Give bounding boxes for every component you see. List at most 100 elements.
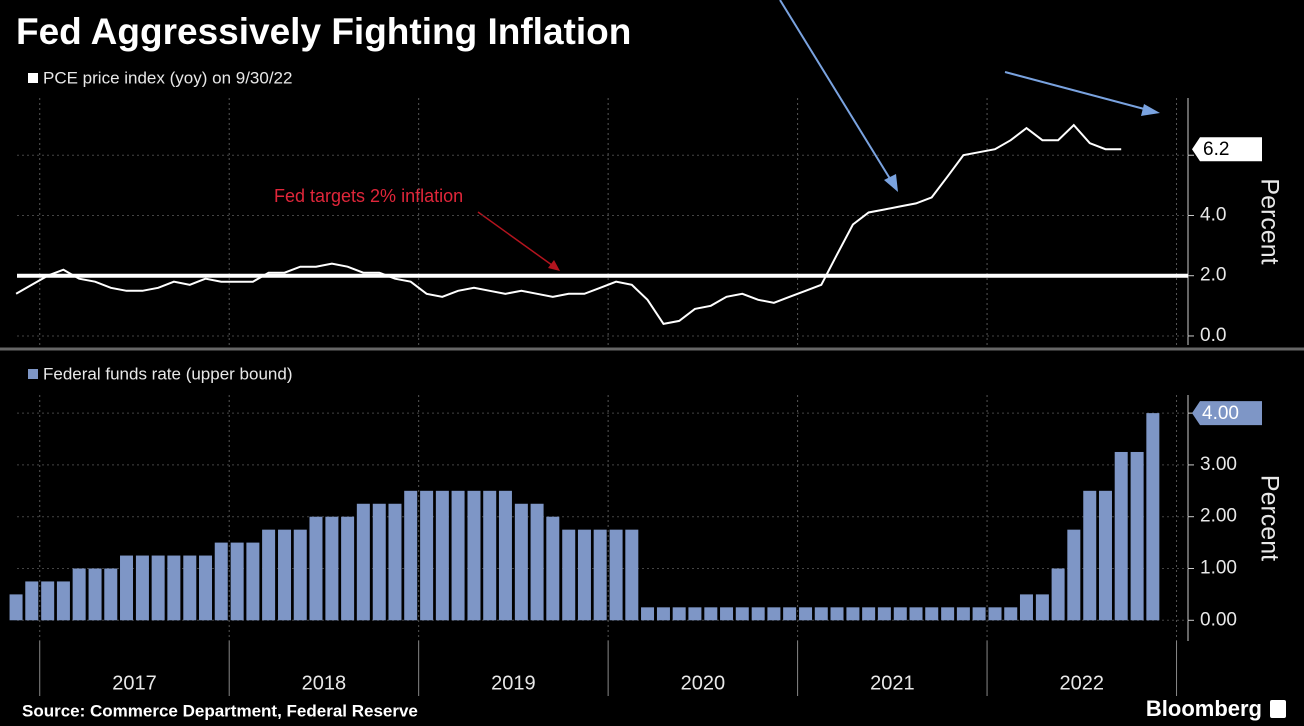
callout-arrowhead xyxy=(884,174,898,192)
y-tick-label: 3.00 xyxy=(1200,454,1237,475)
bar xyxy=(720,607,734,621)
bar xyxy=(625,529,639,621)
bar xyxy=(104,568,118,621)
bar xyxy=(846,607,860,621)
bar xyxy=(183,555,197,621)
bar xyxy=(1114,451,1128,621)
bar xyxy=(88,568,102,621)
bar xyxy=(672,607,686,621)
bar xyxy=(467,490,481,621)
bar xyxy=(704,607,718,621)
bar xyxy=(246,542,260,621)
bar xyxy=(609,529,623,621)
bar xyxy=(199,555,213,621)
line xyxy=(15,123,1122,326)
bar xyxy=(151,555,165,621)
bar xyxy=(1035,594,1049,621)
bar xyxy=(9,594,23,621)
brand-icon xyxy=(1270,700,1286,718)
bar xyxy=(799,607,813,621)
value-label-box xyxy=(1192,137,1262,162)
brand: Bloomberg xyxy=(1146,696,1262,721)
legend-label: PCE price index (yoy) on 9/30/22 xyxy=(43,68,292,87)
bar xyxy=(435,490,449,621)
bar xyxy=(562,529,576,621)
annotation: Fed targets 2% inflation xyxy=(274,186,463,206)
bar xyxy=(546,516,560,621)
bar xyxy=(909,607,923,621)
bar xyxy=(530,503,544,621)
annotation-arrow xyxy=(477,211,557,269)
bar xyxy=(988,607,1002,621)
callout-arrowhead xyxy=(1141,104,1160,116)
bar xyxy=(309,516,323,621)
bar xyxy=(56,581,70,621)
bar xyxy=(577,529,591,621)
bar xyxy=(120,555,134,621)
x-tick-label: 2021 xyxy=(870,672,915,694)
bar xyxy=(41,581,55,621)
bar xyxy=(167,555,181,621)
bar xyxy=(498,490,512,621)
bar xyxy=(1051,568,1065,621)
bar xyxy=(1130,451,1144,621)
bar xyxy=(783,607,797,621)
bar xyxy=(25,581,39,621)
bar xyxy=(514,503,528,621)
value-label-box xyxy=(1192,401,1262,426)
source: Source: Commerce Department, Federal Res… xyxy=(22,701,418,720)
bar xyxy=(641,607,655,621)
bar xyxy=(404,490,418,621)
bar xyxy=(751,607,765,621)
bar xyxy=(593,529,607,621)
bar xyxy=(1146,413,1160,621)
bar xyxy=(341,516,355,621)
y-tick-label: 0.00 xyxy=(1200,609,1237,630)
x-tick-label: 2017 xyxy=(112,672,157,694)
bar xyxy=(356,503,370,621)
y-tick-label: 1.00 xyxy=(1200,558,1237,579)
bar xyxy=(325,516,339,621)
value-label: 6.2 xyxy=(1203,139,1229,160)
bar xyxy=(941,607,955,621)
bar xyxy=(925,607,939,621)
bar xyxy=(1019,594,1033,621)
value-label: 4.00 xyxy=(1202,403,1239,424)
bar xyxy=(372,503,386,621)
bar xyxy=(1067,529,1081,621)
bar xyxy=(388,503,402,621)
y-tick-label: 2.00 xyxy=(1200,506,1237,527)
x-tick-label: 2019 xyxy=(491,672,536,694)
bar xyxy=(814,607,828,621)
x-tick-label: 2018 xyxy=(302,672,347,694)
bar xyxy=(278,529,292,621)
bar xyxy=(735,607,749,621)
bar xyxy=(877,607,891,621)
bar xyxy=(262,529,276,621)
x-tick-label: 2020 xyxy=(681,672,726,694)
bar xyxy=(72,568,86,621)
bar xyxy=(893,607,907,621)
callout-arrow xyxy=(779,0,893,183)
axis-label: Percent xyxy=(1255,475,1283,561)
y-tick-label: 4.0 xyxy=(1200,204,1226,225)
bar xyxy=(1098,490,1112,621)
legend-swatch xyxy=(28,369,38,379)
bar xyxy=(972,607,986,621)
annotation-arrowhead xyxy=(548,260,560,271)
x-tick-label: 2022 xyxy=(1060,672,1105,694)
bar xyxy=(1083,490,1097,621)
bar xyxy=(830,607,844,621)
bar xyxy=(230,542,244,621)
bar xyxy=(420,490,434,621)
bar xyxy=(214,542,228,621)
callout-arrow xyxy=(1004,71,1149,111)
bar xyxy=(688,607,702,621)
bar xyxy=(293,529,307,621)
bar xyxy=(483,490,497,621)
axis-label: Percent xyxy=(1255,178,1283,264)
bar xyxy=(767,607,781,621)
bar xyxy=(956,607,970,621)
bar xyxy=(135,555,149,621)
